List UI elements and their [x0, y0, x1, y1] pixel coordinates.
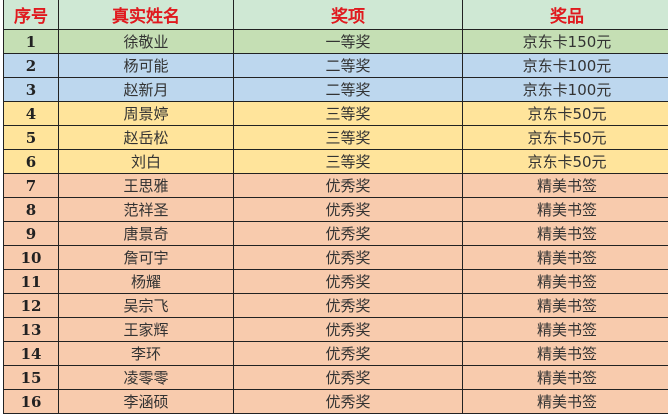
cell-award[interactable]: 一等奖: [233, 29, 463, 54]
cell-prize[interactable]: 京东卡50元: [462, 149, 668, 174]
cell-name[interactable]: 詹可宇: [58, 245, 234, 270]
cell-no[interactable]: 13: [3, 317, 59, 342]
cell-no[interactable]: 1: [3, 29, 59, 54]
header-no[interactable]: 序号: [3, 0, 59, 30]
table-row: 4 周景婷 三等奖 京东卡50元: [3, 101, 668, 126]
cell-no[interactable]: 10: [3, 245, 59, 270]
cell-award[interactable]: 二等奖: [233, 77, 463, 102]
table-row: 15 凌零零 优秀奖 精美书签: [3, 365, 668, 390]
cell-name[interactable]: 吴宗飞: [58, 293, 234, 318]
cell-no[interactable]: 14: [3, 341, 59, 366]
table-row: 5 赵岳松 三等奖 京东卡50元: [3, 125, 668, 150]
cell-award[interactable]: 优秀奖: [233, 341, 463, 366]
table-row: 13 王家辉 优秀奖 精美书签: [3, 317, 668, 342]
table-row: 11 杨耀 优秀奖 精美书签: [3, 269, 668, 294]
table-row: 12 吴宗飞 优秀奖 精美书签: [3, 293, 668, 318]
cell-award[interactable]: 优秀奖: [233, 245, 463, 270]
cell-prize[interactable]: 京东卡50元: [462, 125, 668, 150]
cell-no[interactable]: 5: [3, 125, 59, 150]
cell-name[interactable]: 赵岳松: [58, 125, 234, 150]
cell-prize[interactable]: 京东卡150元: [462, 29, 668, 54]
cell-no[interactable]: 9: [3, 221, 59, 246]
cell-award[interactable]: 优秀奖: [233, 293, 463, 318]
cell-award[interactable]: 优秀奖: [233, 317, 463, 342]
table-row: 8 范祥圣 优秀奖 精美书签: [3, 197, 668, 222]
cell-name[interactable]: 周景婷: [58, 101, 234, 126]
table-row: 9 唐景奇 优秀奖 精美书签: [3, 221, 668, 246]
cell-name[interactable]: 王家辉: [58, 317, 234, 342]
table-row: 10 詹可宇 优秀奖 精美书签: [3, 245, 668, 270]
cell-prize[interactable]: 精美书签: [462, 197, 668, 222]
cell-prize[interactable]: 精美书签: [462, 269, 668, 294]
cell-award[interactable]: 优秀奖: [233, 173, 463, 198]
header-prize[interactable]: 奖品: [462, 0, 668, 30]
cell-no[interactable]: 8: [3, 197, 59, 222]
cell-award[interactable]: 二等奖: [233, 53, 463, 78]
header-row: 序号 真实姓名 奖项 奖品: [3, 0, 668, 30]
cell-name[interactable]: 凌零零: [58, 365, 234, 390]
cell-name[interactable]: 赵新月: [58, 77, 234, 102]
cell-name[interactable]: 唐景奇: [58, 221, 234, 246]
cell-no[interactable]: 16: [3, 389, 59, 414]
cell-prize[interactable]: 精美书签: [462, 245, 668, 270]
cell-prize[interactable]: 精美书签: [462, 293, 668, 318]
cell-name[interactable]: 李涵硕: [58, 389, 234, 414]
cell-award[interactable]: 三等奖: [233, 125, 463, 150]
cell-prize[interactable]: 精美书签: [462, 173, 668, 198]
table-row: 14 李环 优秀奖 精美书签: [3, 341, 668, 366]
table-row: 7 王思雅 优秀奖 精美书签: [3, 173, 668, 198]
cell-prize[interactable]: 精美书签: [462, 221, 668, 246]
cell-no[interactable]: 2: [3, 53, 59, 78]
cell-prize[interactable]: 京东卡50元: [462, 101, 668, 126]
cell-prize[interactable]: 精美书签: [462, 389, 668, 414]
table-row: 3 赵新月 二等奖 京东卡100元: [3, 77, 668, 102]
cell-name[interactable]: 李环: [58, 341, 234, 366]
table-row: 2 杨可能 二等奖 京东卡100元: [3, 53, 668, 78]
header-name[interactable]: 真实姓名: [58, 0, 234, 30]
cell-name[interactable]: 王思雅: [58, 173, 234, 198]
cell-name[interactable]: 杨耀: [58, 269, 234, 294]
cell-award[interactable]: 优秀奖: [233, 197, 463, 222]
cell-name[interactable]: 范祥圣: [58, 197, 234, 222]
table-row: 1 徐敬业 一等奖 京东卡150元: [3, 29, 668, 54]
cell-award[interactable]: 三等奖: [233, 101, 463, 126]
cell-award[interactable]: 优秀奖: [233, 365, 463, 390]
cell-no[interactable]: 11: [3, 269, 59, 294]
cell-award[interactable]: 三等奖: [233, 149, 463, 174]
cell-prize[interactable]: 精美书签: [462, 341, 668, 366]
cell-prize[interactable]: 精美书签: [462, 317, 668, 342]
cell-award[interactable]: 优秀奖: [233, 389, 463, 414]
cell-no[interactable]: 6: [3, 149, 59, 174]
cell-no[interactable]: 7: [3, 173, 59, 198]
cell-name[interactable]: 刘白: [58, 149, 234, 174]
cell-name[interactable]: 徐敬业: [58, 29, 234, 54]
cell-no[interactable]: 15: [3, 365, 59, 390]
cell-prize[interactable]: 精美书签: [462, 365, 668, 390]
cell-no[interactable]: 12: [3, 293, 59, 318]
cell-no[interactable]: 3: [3, 77, 59, 102]
cell-prize[interactable]: 京东卡100元: [462, 53, 668, 78]
cell-award[interactable]: 优秀奖: [233, 269, 463, 294]
table-row: 16 李涵硕 优秀奖 精美书签: [3, 389, 668, 414]
cell-no[interactable]: 4: [3, 101, 59, 126]
cell-award[interactable]: 优秀奖: [233, 221, 463, 246]
cell-prize[interactable]: 京东卡100元: [462, 77, 668, 102]
table-row: 6 刘白 三等奖 京东卡50元: [3, 149, 668, 174]
award-table: 序号 真实姓名 奖项 奖品 1 徐敬业 一等奖 京东卡150元 2 杨可能 二等奖 京东卡10…: [3, 0, 668, 414]
header-award[interactable]: 奖项: [233, 0, 463, 30]
cell-name[interactable]: 杨可能: [58, 53, 234, 78]
